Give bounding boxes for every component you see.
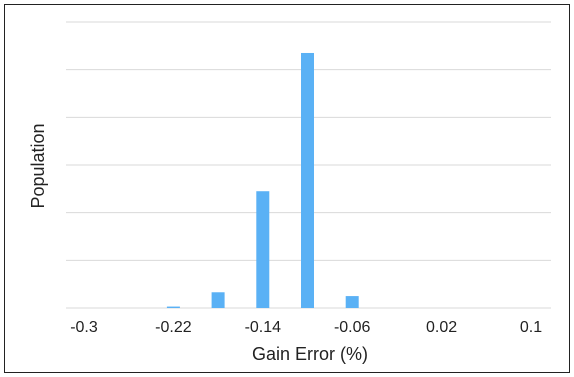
x-tick-label: -0.06: [334, 319, 371, 336]
bar: [211, 292, 225, 308]
bar: [256, 191, 270, 308]
chart-frame: [4, 4, 570, 373]
x-tick-label: -0.14: [245, 319, 282, 336]
y-axis-title: Population: [28, 123, 48, 208]
bar: [345, 296, 359, 308]
bars: [166, 52, 359, 308]
x-tick-label: -0.22: [155, 319, 192, 336]
bar: [166, 306, 180, 308]
bar: [301, 52, 314, 308]
x-tick-label: -0.3: [70, 319, 98, 336]
x-axis-title: Gain Error (%): [252, 344, 368, 364]
x-tick-labels: -0.3 -0.22 -0.14 -0.06 0.02 0.1: [70, 319, 542, 336]
x-tick-label: 0.02: [426, 319, 457, 336]
x-tick-label: 0.1: [520, 319, 542, 336]
